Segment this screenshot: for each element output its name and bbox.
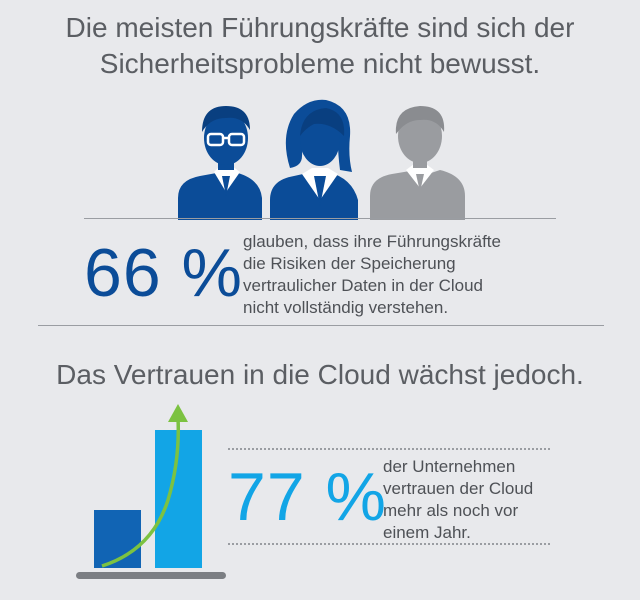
stat2-description: der Unternehmen vertrauen der Cloud mehr… (383, 456, 533, 544)
stat2-percent: 77 % (228, 459, 387, 535)
growth-illustration (76, 404, 226, 579)
arrow-up-icon (168, 404, 188, 422)
stat2-line2: vertrauen der Cloud (383, 479, 534, 498)
stat1-percent: 66 % (84, 235, 243, 311)
stat1-line4: nicht vollständig verstehen. (243, 298, 449, 317)
gray-person-icon (370, 106, 465, 220)
headline-top: Die meisten Führungskräfte sind sich der… (0, 10, 640, 82)
stat2-line3: mehr als noch vor (383, 501, 519, 520)
dotted-line-bottom (228, 543, 550, 545)
man-with-glasses-icon (178, 106, 262, 220)
stat2-line1: der Unternehmen (383, 457, 516, 476)
stat1-line1: glauben, dass ihre Führungskräfte (243, 232, 501, 251)
stat1-description: glauben, dass ihre Führungskräfte die Ri… (243, 231, 501, 319)
growth-curve (101, 417, 181, 568)
headline-top-line2: Sicherheitsprobleme nicht bewusst. (99, 48, 541, 79)
headline-top-line1: Die meisten Führungskräfte sind sich der (65, 12, 575, 43)
woman-icon (270, 99, 358, 220)
people-illustration (178, 99, 465, 220)
headline-bottom: Das Vertrauen in die Cloud wächst jedoch… (56, 359, 584, 390)
chart-baseline (76, 572, 226, 579)
stat1-line2: die Risiken der Speicherung (243, 254, 456, 273)
divider-middle (38, 325, 604, 326)
divider-top (84, 218, 556, 219)
dotted-line-top (228, 448, 550, 450)
stat2-line4: einem Jahr. (383, 523, 471, 542)
stat1-line3: vertraulicher Daten in der Cloud (243, 276, 484, 295)
